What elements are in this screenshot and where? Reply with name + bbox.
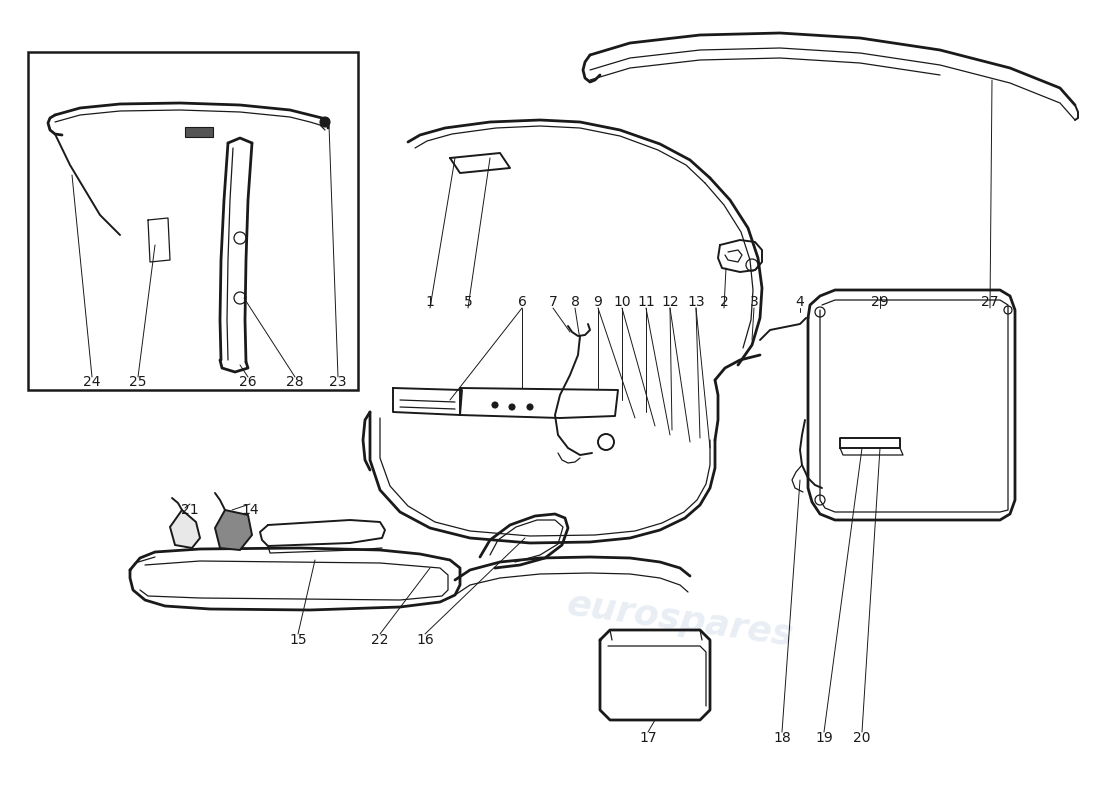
- Text: 17: 17: [639, 731, 657, 745]
- Text: 21: 21: [182, 503, 199, 517]
- Circle shape: [320, 117, 330, 127]
- Text: 20: 20: [854, 731, 871, 745]
- Text: 1: 1: [426, 295, 434, 309]
- Bar: [185, 127, 213, 137]
- Text: 22: 22: [372, 633, 388, 647]
- Text: 7: 7: [549, 295, 558, 309]
- Text: 6: 6: [518, 295, 527, 309]
- Text: 14: 14: [241, 503, 258, 517]
- Polygon shape: [170, 510, 200, 548]
- Text: 11: 11: [637, 295, 654, 309]
- Text: 23: 23: [329, 375, 346, 389]
- Text: eurospares: eurospares: [79, 215, 310, 281]
- Text: 27: 27: [981, 295, 999, 309]
- Text: 4: 4: [795, 295, 804, 309]
- Bar: [28, 52, 358, 390]
- Text: 13: 13: [688, 295, 705, 309]
- Text: 18: 18: [773, 731, 791, 745]
- Polygon shape: [214, 510, 252, 550]
- Circle shape: [492, 402, 498, 408]
- Text: eurospares: eurospares: [564, 587, 795, 653]
- Text: 29: 29: [871, 295, 889, 309]
- Text: 12: 12: [661, 295, 679, 309]
- Text: 3: 3: [749, 295, 758, 309]
- Text: 2: 2: [719, 295, 728, 309]
- Text: 26: 26: [239, 375, 256, 389]
- Text: 8: 8: [571, 295, 580, 309]
- Text: 24: 24: [84, 375, 101, 389]
- Text: 5: 5: [463, 295, 472, 309]
- Text: 15: 15: [289, 633, 307, 647]
- Circle shape: [509, 404, 515, 410]
- Circle shape: [527, 404, 534, 410]
- Text: 10: 10: [613, 295, 630, 309]
- Text: 16: 16: [416, 633, 433, 647]
- Text: 25: 25: [130, 375, 146, 389]
- Text: 19: 19: [815, 731, 833, 745]
- Text: 28: 28: [286, 375, 304, 389]
- Text: 9: 9: [594, 295, 603, 309]
